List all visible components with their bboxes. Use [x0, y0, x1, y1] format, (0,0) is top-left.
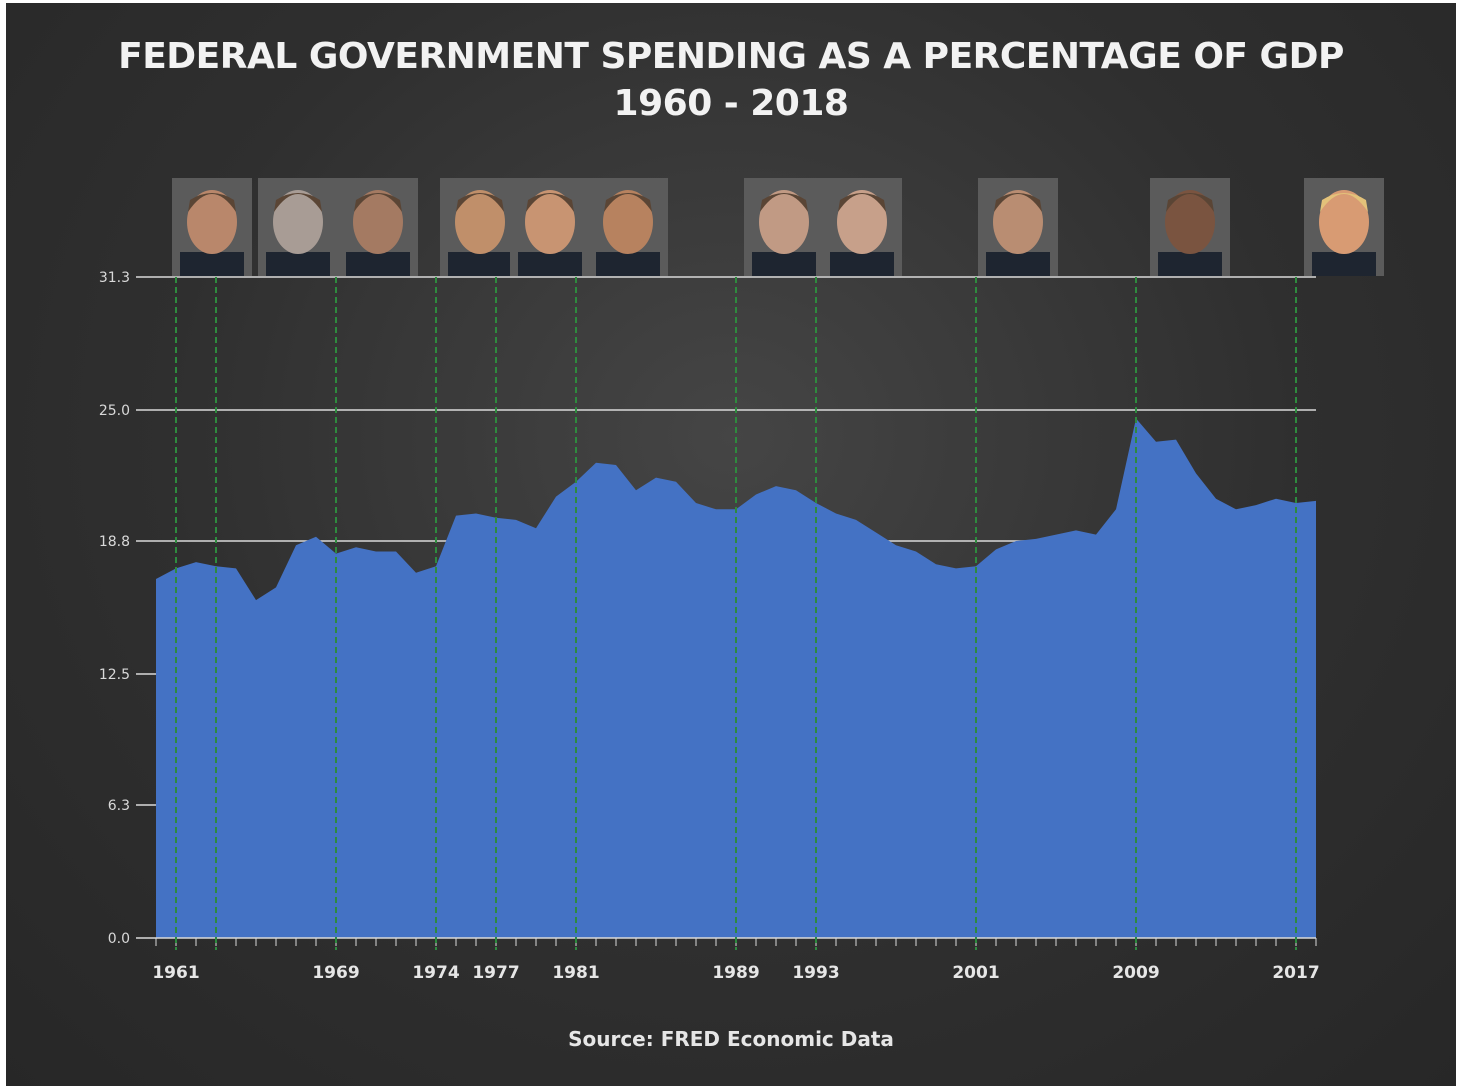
x-tick-label: 1974: [412, 963, 459, 983]
portrait-icon: [510, 178, 590, 276]
portrait-icon: [1150, 178, 1230, 276]
portrait-suit: [752, 252, 816, 276]
portrait-icon: [588, 178, 668, 276]
portrait-icon: [338, 178, 418, 276]
x-tick-label: 2001: [952, 963, 999, 983]
portrait-suit: [1158, 252, 1222, 276]
portrait-icon: [978, 178, 1058, 276]
x-tick-label: 1961: [152, 963, 199, 983]
portrait-icon: [1304, 178, 1384, 276]
y-tick-label: 6.3: [108, 798, 130, 814]
portrait-suit: [596, 252, 660, 276]
y-tick-label: 12.5: [99, 667, 130, 683]
portrait-icon: [440, 178, 520, 276]
portrait-suit: [180, 252, 244, 276]
x-tick-label: 1989: [712, 963, 759, 983]
x-tick-label: 2017: [1272, 963, 1319, 983]
portrait-suit: [1312, 252, 1376, 276]
portrait-icon: [822, 178, 902, 276]
x-tick-label: 1969: [312, 963, 359, 983]
spending-area-chart: 0.0 6.3 12.5 18.8 25.0 31.3 1961 1969 1974 1977 19…: [6, 3, 1456, 1086]
portrait-suit: [448, 252, 512, 276]
y-tick-label: 25.0: [99, 403, 130, 419]
portrait-suit: [518, 252, 582, 276]
y-tick-label: 31.3: [99, 270, 130, 286]
y-tick-label: 0.0: [108, 931, 130, 947]
source-note: Source: FRED Economic Data: [6, 1027, 1456, 1051]
portrait-icon: [258, 178, 338, 276]
x-tick-label: 1977: [472, 963, 519, 983]
x-tick-label: 1993: [792, 963, 839, 983]
x-tick-label: 1981: [552, 963, 599, 983]
y-tick-label: 18.8: [99, 534, 130, 550]
portrait-suit: [266, 252, 330, 276]
x-tick-label: 2009: [1112, 963, 1159, 983]
chart-canvas: FEDERAL GOVERNMENT SPENDING AS A PERCENT…: [6, 3, 1456, 1086]
portrait-suit: [830, 252, 894, 276]
portrait-suit: [346, 252, 410, 276]
portrait-icon: [744, 178, 824, 276]
portrait-suit: [986, 252, 1050, 276]
portrait-icon: [172, 178, 252, 276]
